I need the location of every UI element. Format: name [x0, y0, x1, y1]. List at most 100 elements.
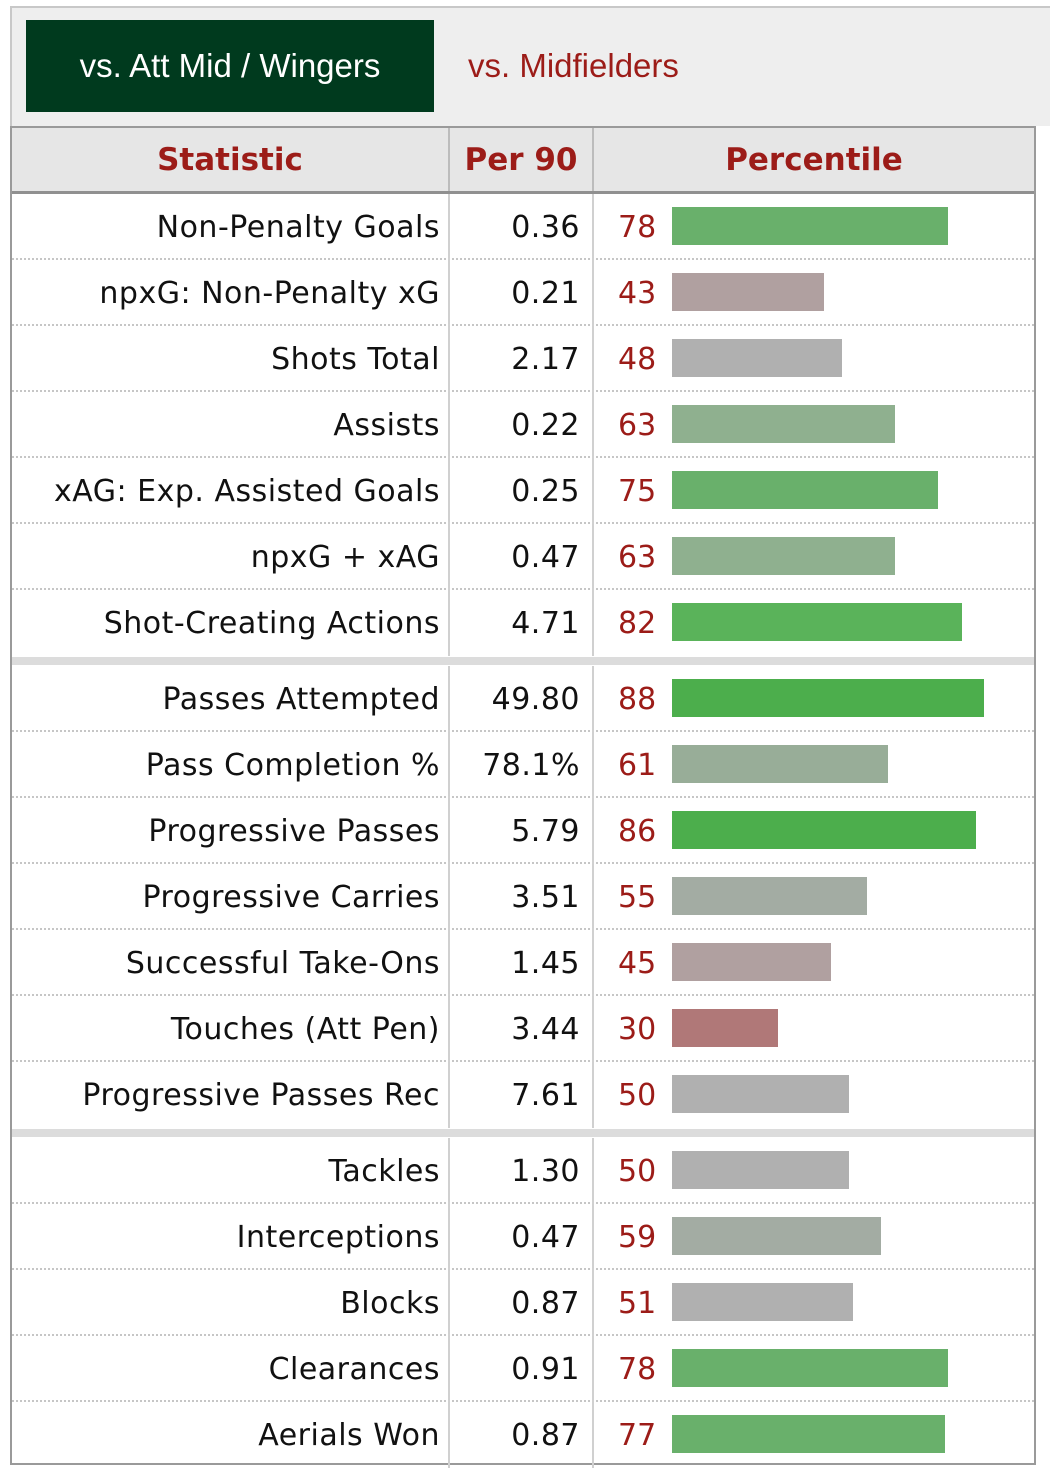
column-divider	[592, 1138, 594, 1468]
table-row: Shot-Creating Actions 4.71 82	[12, 590, 1034, 656]
per90-value: 0.22	[511, 407, 580, 443]
header-statistic[interactable]: Statistic	[157, 141, 303, 178]
percentile-bar	[672, 943, 831, 981]
stat-name: Progressive Passes Rec	[82, 1077, 440, 1113]
percentile-value: 78	[618, 1351, 657, 1387]
percentile-value: 63	[618, 407, 657, 443]
column-divider	[448, 1138, 450, 1468]
per90-value: 1.45	[511, 945, 580, 981]
per90-value: 0.47	[511, 1219, 580, 1255]
table-row: Progressive Passes 5.79 86	[12, 798, 1034, 864]
scouting-report-table: Statistic Per 90 Percentile Non-Penalty …	[10, 126, 1036, 1468]
per90-value: 0.91	[511, 1351, 580, 1387]
percentile-value: 55	[618, 879, 657, 915]
per90-value: 49.80	[491, 681, 580, 717]
stat-name: Aerials Won	[258, 1417, 440, 1453]
percentile-bar	[672, 471, 938, 509]
header-percentile[interactable]: Percentile	[725, 141, 903, 178]
column-divider	[448, 128, 450, 191]
stat-name: Assists	[333, 407, 440, 443]
table-row: xAG: Exp. Assisted Goals 0.25 75	[12, 458, 1034, 524]
table-row: npxG + xAG 0.47 63	[12, 524, 1034, 590]
comparison-tabs: vs. Att Mid / Wingers vs. Midfielders	[10, 6, 1050, 126]
percentile-value: 63	[618, 539, 657, 575]
stat-name: xAG: Exp. Assisted Goals	[54, 473, 440, 509]
percentile-value: 82	[618, 605, 657, 641]
per90-value: 2.17	[511, 341, 580, 377]
column-divider	[448, 666, 450, 1128]
group-separator	[12, 657, 1034, 665]
table-row: Touches (Att Pen) 3.44 30	[12, 996, 1034, 1062]
stat-name: Interceptions	[236, 1219, 440, 1255]
percentile-value: 88	[618, 681, 657, 717]
table-row: Clearances 0.91 78	[12, 1336, 1034, 1402]
percentile-bar	[672, 1349, 948, 1387]
percentile-bar	[672, 603, 962, 641]
per90-value: 0.47	[511, 539, 580, 575]
table-row: Progressive Passes Rec 7.61 50	[12, 1062, 1034, 1128]
stat-name: Progressive Carries	[142, 879, 440, 915]
percentile-bar	[672, 877, 867, 915]
per90-value: 7.61	[511, 1077, 580, 1113]
percentile-value: 75	[618, 473, 657, 509]
percentile-bar	[672, 1217, 881, 1255]
percentile-bar	[672, 339, 842, 377]
stat-name: npxG + xAG	[250, 539, 440, 575]
table-row: Tackles 1.30 50	[12, 1138, 1034, 1204]
percentile-value: 86	[618, 813, 657, 849]
stat-name: Shot-Creating Actions	[103, 605, 440, 641]
header-per90[interactable]: Per 90	[464, 141, 578, 178]
table-row: Progressive Carries 3.51 55	[12, 864, 1034, 930]
table-row: npxG: Non-Penalty xG 0.21 43	[12, 260, 1034, 326]
stat-name: Shots Total	[271, 341, 440, 377]
tab-midfielders[interactable]: vs. Midfielders	[468, 47, 679, 84]
stat-name: Blocks	[340, 1285, 440, 1321]
percentile-value: 59	[618, 1219, 657, 1255]
percentile-value: 30	[618, 1011, 657, 1047]
percentile-value: 50	[618, 1077, 657, 1113]
percentile-bar	[672, 1009, 778, 1047]
stat-name: Passes Attempted	[162, 681, 440, 717]
percentile-bar	[672, 207, 948, 245]
percentile-value: 78	[618, 209, 657, 245]
percentile-value: 43	[618, 275, 657, 311]
column-divider	[592, 194, 594, 656]
group-separator	[12, 1129, 1034, 1137]
tab-att-mid-wingers[interactable]: vs. Att Mid / Wingers	[26, 20, 434, 112]
table-row: Blocks 0.87 51	[12, 1270, 1034, 1336]
table-row: Aerials Won 0.87 77	[12, 1402, 1034, 1468]
stat-name: Clearances	[268, 1351, 440, 1387]
percentile-value: 51	[618, 1285, 657, 1321]
table-row: Shots Total 2.17 48	[12, 326, 1034, 392]
per90-value: 78.1%	[482, 747, 580, 783]
percentile-bar	[672, 1415, 945, 1453]
per90-value: 1.30	[511, 1153, 580, 1189]
column-divider	[592, 128, 594, 191]
percentile-bar	[672, 811, 976, 849]
table-row: Non-Penalty Goals 0.36 78	[12, 194, 1034, 260]
per90-value: 3.51	[511, 879, 580, 915]
stat-name: Non-Penalty Goals	[156, 209, 440, 245]
percentile-value: 48	[618, 341, 657, 377]
per90-value: 4.71	[511, 605, 580, 641]
column-divider	[448, 194, 450, 656]
percentile-bar	[672, 1075, 849, 1113]
percentile-bar	[672, 1151, 849, 1189]
percentile-bar	[672, 745, 888, 783]
table-row: Interceptions 0.47 59	[12, 1204, 1034, 1270]
table-row: Successful Take-Ons 1.45 45	[12, 930, 1034, 996]
table-row: Pass Completion % 78.1% 61	[12, 732, 1034, 798]
per90-value: 0.36	[511, 209, 580, 245]
stat-name: Tackles	[328, 1153, 440, 1189]
stat-name: npxG: Non-Penalty xG	[99, 275, 440, 311]
percentile-value: 61	[618, 747, 657, 783]
stat-name: Progressive Passes	[148, 813, 440, 849]
table-header: Statistic Per 90 Percentile	[12, 128, 1034, 194]
percentile-value: 45	[618, 945, 657, 981]
percentile-bar	[672, 679, 984, 717]
percentile-value: 50	[618, 1153, 657, 1189]
per90-value: 0.87	[511, 1285, 580, 1321]
stat-name: Touches (Att Pen)	[170, 1011, 440, 1047]
percentile-bar	[672, 273, 824, 311]
column-divider	[592, 666, 594, 1128]
